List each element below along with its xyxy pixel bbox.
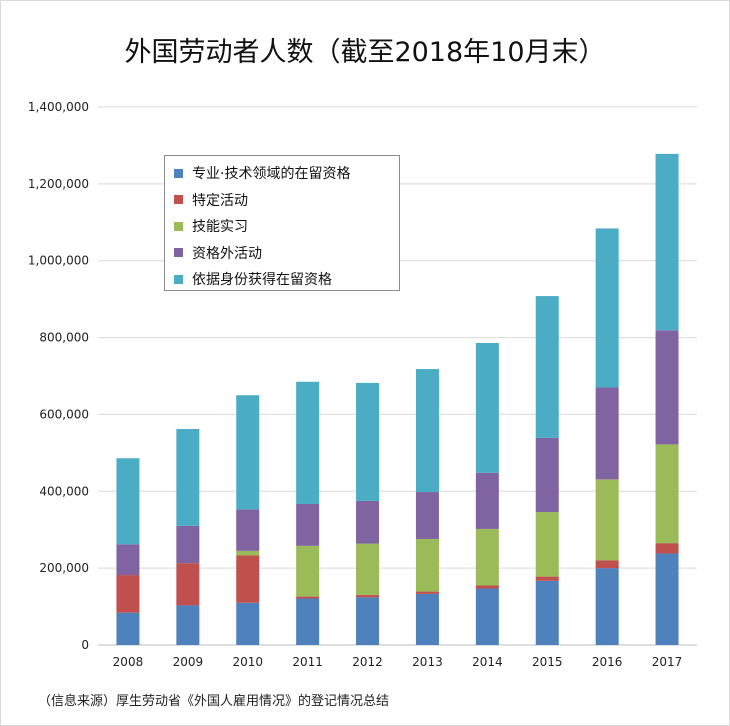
bar-segment [535, 296, 559, 438]
legend-item: 资格外活动 [165, 240, 399, 267]
y-tick-label: 1,000,000 [28, 254, 89, 268]
y-tick-label: 0 [81, 638, 89, 652]
bar-segment [535, 512, 559, 577]
x-tick-label: 2014 [472, 655, 503, 669]
bar-segment [296, 545, 320, 597]
bar-segment [176, 525, 200, 564]
y-tick-label: 1,400,000 [28, 100, 89, 114]
bar-segment [475, 585, 499, 589]
bar-segment [535, 437, 559, 513]
x-tick-label: 2011 [292, 655, 323, 669]
bar-segment [595, 479, 619, 561]
x-tick-label: 2015 [532, 655, 563, 669]
y-tick-label: 800,000 [39, 331, 89, 345]
bar-segment [356, 500, 380, 544]
legend-item: 专业·技术领域的在留资格 [165, 160, 399, 187]
stacked-bar-chart: 0 200,000 400,000 600,000 800,000 1,000,000 1,… [28, 100, 697, 669]
x-tick-label: 2008 [113, 655, 144, 669]
bar-segment [655, 543, 679, 554]
bar-segment [475, 342, 499, 473]
x-tick-label: 2012 [352, 655, 383, 669]
bar-segment [595, 560, 619, 569]
bar-segment [655, 153, 679, 331]
legend-swatch [174, 168, 183, 178]
chart-title: 外国劳动者人数（截至2018年10月末） [124, 37, 606, 68]
bar-segment [655, 444, 679, 544]
bar-segment [116, 575, 140, 613]
legend-item: 依据身份获得在留资格 [165, 266, 399, 293]
y-tick-label: 1,200,000 [28, 177, 89, 191]
bar-segment [296, 381, 320, 504]
bar-segment [296, 503, 320, 546]
bar-segment [236, 555, 260, 603]
y-tick-label: 600,000 [39, 407, 89, 421]
bar-segment [415, 369, 439, 493]
legend-item: 技能实习 [165, 213, 399, 240]
bar-segment [475, 472, 499, 529]
bar-segment [535, 580, 559, 645]
bar-segment [236, 395, 260, 510]
bar-segment [415, 492, 439, 539]
bar-segment [415, 593, 439, 645]
bar-segment [176, 563, 200, 606]
bar-segment [236, 602, 260, 645]
x-tick-label: 2013 [412, 655, 443, 669]
x-tick-label: 2010 [232, 655, 263, 669]
bar-segment [236, 509, 260, 551]
legend-swatch [174, 248, 183, 258]
bar-segment [415, 538, 439, 592]
bar-segment [356, 597, 380, 645]
legend-swatch [174, 195, 183, 205]
legend-label: 专业·技术领域的在留资格 [192, 166, 351, 183]
legend-swatch [174, 274, 183, 284]
x-tick-label: 2016 [592, 655, 623, 669]
bar-segment [356, 543, 380, 596]
chart-legend: 专业·技术领域的在留资格 特定活动技能实习资格外活动依据身份获得在留资格 [164, 155, 400, 291]
bar-segment [116, 544, 140, 576]
bar-segment [176, 429, 200, 526]
y-tick-label: 200,000 [39, 561, 89, 575]
x-tick-label: 2017 [652, 655, 683, 669]
bar-segment [535, 576, 559, 581]
bar-segment [296, 598, 320, 645]
legend-label: 资格外活动 [192, 245, 262, 262]
bar-segment [296, 596, 320, 599]
bar-segment [236, 550, 260, 556]
bar-segment [356, 595, 380, 598]
x-tick-label: 2009 [173, 655, 204, 669]
bar-segment [595, 228, 619, 388]
bar-segment [655, 330, 679, 445]
source-note: （信息来源）厚生劳动省《外国人雇用情况》的登记情况总结 [38, 694, 390, 709]
bar-segment [176, 605, 200, 645]
legend-swatch [174, 221, 183, 231]
bar-segment [655, 553, 679, 645]
bar-segment [116, 612, 140, 645]
bar-segment [595, 387, 619, 480]
bar-segment [415, 591, 439, 594]
bar-segment [356, 382, 380, 501]
bar-segment [475, 588, 499, 645]
legend-label: 技能实习 [192, 219, 248, 236]
bar-segment [475, 528, 499, 586]
bar-segment [595, 568, 619, 645]
legend-label: 依据身份获得在留资格 [192, 272, 332, 289]
legend-item: 特定活动 [165, 187, 399, 214]
bar-segment [116, 458, 140, 545]
legend-label: 特定活动 [192, 192, 248, 209]
y-tick-label: 400,000 [39, 484, 89, 498]
